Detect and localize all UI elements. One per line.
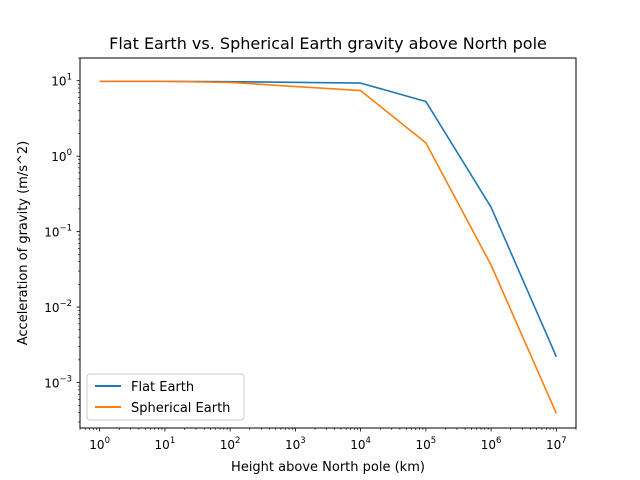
plot-frame — [79, 57, 577, 429]
plot-area: 100 101 102 103 104 105 106 107 10−3 10−2 10−1 100… — [44, 57, 577, 452]
y-tick-label: 101 — [51, 73, 72, 89]
y-axis-ticks: 10−3 10−2 10−1 100 101 — [44, 57, 80, 423]
chart-title: Flat Earth vs. Spherical Earth gravity a… — [109, 34, 547, 53]
legend-label-spherical-earth: Spherical Earth — [131, 401, 230, 416]
legend: Flat Earth Spherical Earth — [86, 373, 245, 421]
x-tick-label: 103 — [285, 436, 306, 452]
x-axis-label: Height above North pole (km) — [231, 460, 425, 475]
x-tick-label: 106 — [481, 436, 502, 452]
y-tick-label: 10−1 — [44, 224, 72, 240]
x-tick-label: 105 — [416, 436, 437, 452]
x-tick-label: 107 — [546, 436, 567, 452]
y-tick-label: 10−3 — [44, 375, 72, 391]
x-tick-label: 101 — [155, 436, 176, 452]
series-line-spherical-earth — [99, 80, 558, 414]
y-tick-label: 100 — [51, 148, 72, 164]
y-tick-label: 10−2 — [44, 299, 72, 315]
x-tick-label: 100 — [89, 436, 110, 452]
legend-box — [86, 373, 245, 421]
y-axis-label: Acceleration of gravity (m/s^2) — [16, 141, 31, 346]
x-tick-label: 102 — [220, 436, 241, 452]
x-axis-ticks: 100 101 102 103 104 105 106 107 — [79, 428, 577, 452]
legend-label-flat-earth: Flat Earth — [131, 380, 194, 395]
series-layer — [99, 80, 558, 414]
x-tick-label: 104 — [350, 436, 371, 452]
